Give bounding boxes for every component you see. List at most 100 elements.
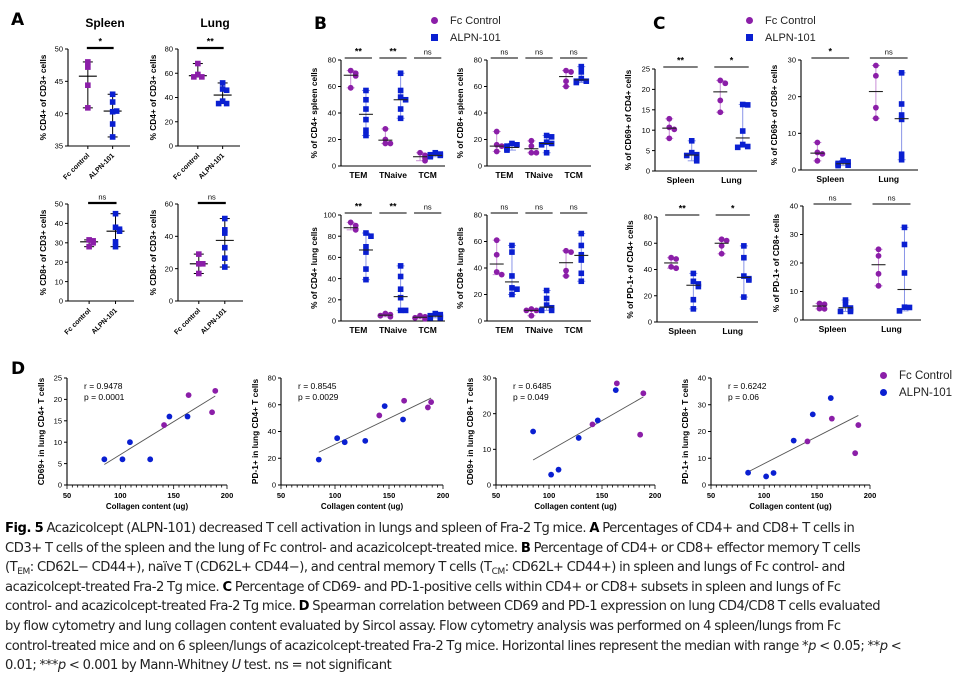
- data-point: [898, 112, 905, 118]
- data-point: [397, 106, 404, 112]
- significance-label: ns: [535, 203, 543, 212]
- y-tick-label: 0: [478, 162, 482, 171]
- data-point: [116, 228, 123, 234]
- data-point: [119, 456, 126, 463]
- caption-line: by flow cytometry and lung collagen cont…: [5, 617, 957, 637]
- caption-text: (T: [5, 560, 18, 576]
- x-tick-label: 100: [543, 491, 556, 500]
- data-point: [666, 135, 673, 142]
- correlation-p: p = 0.06: [728, 392, 759, 402]
- y-axis-label: PD-1+ in lung CD8+ T cells: [680, 379, 690, 485]
- y-tick-label: 25: [642, 65, 650, 74]
- significance-label: ns: [570, 48, 578, 57]
- y-tick-label: 60: [474, 237, 482, 246]
- data-point: [827, 395, 834, 401]
- data-point: [493, 251, 500, 258]
- significance-label: ns: [424, 48, 432, 57]
- data-point: [842, 297, 849, 303]
- data-point: [842, 301, 849, 308]
- data-point: [744, 143, 751, 150]
- y-tick-label: 20: [788, 92, 796, 101]
- y-tick-label: 20: [790, 259, 798, 268]
- data-point: [695, 283, 702, 290]
- caption-line: 0.01; ***p < 0.001 by Mann-Whitney U tes…: [5, 656, 957, 676]
- data-point: [548, 471, 555, 478]
- data-point: [341, 439, 348, 446]
- data-point: [741, 294, 747, 300]
- y-tick-label: 50: [55, 200, 63, 209]
- y-tick-label: 40: [55, 109, 63, 118]
- data-point: [109, 134, 116, 140]
- x-axis-label: Collagen content (ug): [749, 502, 832, 511]
- y-tick-label: 60: [328, 82, 336, 91]
- y-tick-label: 60: [644, 239, 652, 248]
- data-point: [90, 240, 96, 246]
- y-tick-label: 40: [55, 219, 63, 228]
- data-point: [898, 151, 905, 158]
- caption-bold: A: [589, 521, 600, 536]
- data-point: [744, 102, 751, 108]
- y-tick-label: 0: [702, 481, 706, 490]
- data-point: [363, 249, 369, 255]
- y-axis-label: % CD8+ of CD3+ cells: [148, 209, 158, 295]
- y-tick-label: 45: [55, 77, 63, 86]
- x-axis-label: Collagen content (ug): [106, 502, 189, 511]
- data-point: [722, 80, 729, 87]
- data-point: [809, 411, 816, 418]
- x-tick-label: 200: [864, 491, 877, 500]
- data-point: [875, 282, 882, 289]
- x-tick-label: TNaive: [525, 170, 553, 180]
- data-point: [563, 273, 569, 279]
- data-point: [898, 101, 905, 107]
- y-tick-label: 60: [268, 400, 276, 409]
- data-point: [901, 241, 908, 248]
- data-point: [397, 263, 404, 269]
- x-tick-label: 50: [492, 491, 500, 500]
- y-tick-label: 5: [646, 146, 650, 155]
- y-axis-label: % CD4+ of CD3+ cells: [38, 54, 48, 140]
- caption-text: by flow cytometry and lung collagen cont…: [5, 618, 841, 634]
- x-tick-label: TEM: [349, 170, 367, 180]
- significance-label: **: [677, 56, 685, 66]
- data-point: [382, 125, 389, 132]
- correlation-r: r = 0.8545: [298, 381, 337, 391]
- data-point: [613, 380, 620, 387]
- data-point: [401, 397, 408, 404]
- data-point: [543, 287, 550, 294]
- data-point: [509, 242, 515, 249]
- data-point: [195, 60, 201, 67]
- y-tick-label: 80: [268, 374, 276, 383]
- correlation-r: r = 0.9478: [84, 381, 123, 391]
- data-point: [422, 157, 428, 164]
- significance-label: **: [389, 47, 397, 57]
- data-point: [828, 415, 835, 422]
- data-point: [352, 73, 359, 79]
- data-point: [427, 153, 434, 160]
- data-point: [872, 72, 879, 79]
- data-point: [816, 305, 823, 312]
- data-point: [347, 84, 354, 91]
- data-point: [837, 308, 844, 315]
- data-point: [872, 115, 879, 122]
- y-axis-label: CD69+ in lung CD4+ T cells: [36, 377, 46, 485]
- significance-label: ns: [500, 203, 508, 212]
- significance-label: *: [731, 204, 735, 214]
- data-point: [509, 285, 515, 291]
- x-tick-label: 50: [63, 491, 71, 500]
- data-point: [671, 126, 678, 133]
- data-point: [222, 255, 228, 261]
- x-tick-label: TCM: [564, 325, 582, 335]
- data-point: [543, 295, 550, 302]
- data-point: [166, 413, 173, 420]
- data-point: [352, 226, 359, 233]
- regression-line: [532, 396, 644, 461]
- data-point: [821, 305, 828, 312]
- data-point: [147, 456, 154, 463]
- correlation-r: r = 0.6485: [513, 381, 552, 391]
- y-tick-label: 0: [487, 481, 491, 490]
- data-point: [901, 304, 908, 310]
- data-point: [548, 134, 555, 140]
- data-point: [381, 403, 388, 409]
- y-tick-label: 10: [55, 277, 63, 286]
- correlation-r: r = 0.6242: [728, 381, 767, 391]
